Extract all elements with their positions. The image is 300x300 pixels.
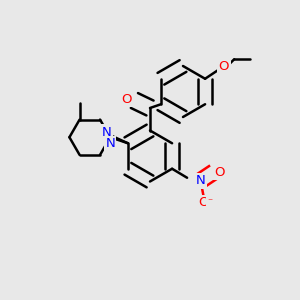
Text: O: O (219, 60, 229, 73)
Text: N: N (105, 137, 115, 150)
Text: N: N (196, 174, 206, 187)
Text: ⁻: ⁻ (207, 197, 212, 207)
Text: N: N (102, 126, 112, 139)
Text: O: O (214, 166, 224, 179)
Text: O: O (198, 196, 209, 209)
Text: O: O (122, 92, 132, 106)
